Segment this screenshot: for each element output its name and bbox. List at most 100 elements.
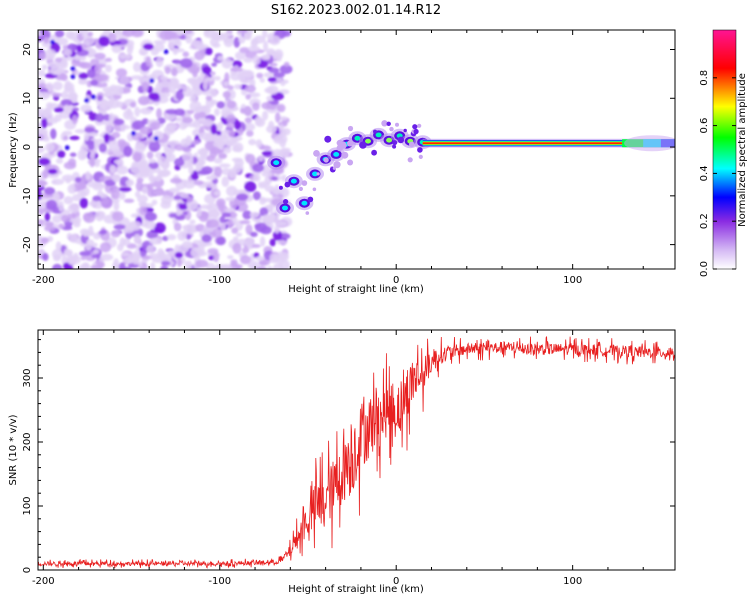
track-core bbox=[273, 160, 280, 166]
noise-blob bbox=[149, 174, 156, 184]
noise-blob bbox=[71, 115, 78, 125]
noise-blob bbox=[247, 45, 261, 52]
spectrogram-marks bbox=[38, 30, 675, 269]
noise-blob bbox=[276, 56, 282, 62]
noise-blob bbox=[138, 165, 151, 173]
noise-blob bbox=[167, 234, 177, 241]
noise-blob bbox=[50, 128, 57, 140]
track-spot bbox=[413, 128, 419, 135]
noise-blob bbox=[112, 211, 124, 222]
noise-blob bbox=[133, 152, 142, 163]
noise-blob bbox=[81, 262, 91, 269]
y-tick-label: 300 bbox=[22, 368, 33, 387]
noise-blob bbox=[219, 215, 226, 224]
noise-blob bbox=[47, 168, 58, 175]
noise-blob bbox=[230, 67, 243, 72]
noise-blob bbox=[202, 66, 212, 75]
noise-blob bbox=[231, 227, 239, 234]
noise-blob bbox=[268, 67, 280, 74]
track-spot bbox=[371, 149, 377, 156]
noise-blob bbox=[43, 36, 50, 44]
noise-blob bbox=[243, 57, 253, 63]
noise-blob bbox=[132, 250, 141, 261]
noise-blob bbox=[91, 94, 96, 100]
noise-blob bbox=[189, 96, 198, 103]
track-spot bbox=[332, 166, 336, 170]
noise-blob bbox=[41, 117, 48, 129]
track-spot bbox=[386, 121, 391, 127]
noise-blob bbox=[58, 223, 65, 230]
noise-blob bbox=[153, 136, 159, 141]
track-spot bbox=[324, 135, 332, 143]
noise-blob bbox=[188, 164, 194, 175]
noise-blob bbox=[258, 183, 267, 189]
noise-blob bbox=[195, 44, 205, 51]
noise-blob bbox=[80, 191, 88, 197]
noise-blob bbox=[39, 52, 46, 60]
noise-blob bbox=[113, 200, 120, 211]
noise-blob bbox=[109, 96, 115, 106]
noise-blob bbox=[69, 233, 78, 243]
noise-blob bbox=[154, 222, 166, 234]
noise-blob bbox=[263, 41, 269, 52]
track-spot bbox=[301, 180, 308, 186]
track-spot bbox=[407, 157, 413, 163]
noise-blob bbox=[184, 260, 193, 269]
noise-blob bbox=[226, 122, 237, 129]
noise-blob bbox=[74, 177, 82, 183]
noise-blob bbox=[271, 176, 278, 181]
noise-blob bbox=[148, 141, 161, 152]
noise-blob bbox=[259, 236, 266, 247]
noise-blob bbox=[182, 85, 192, 97]
noise-blob bbox=[281, 30, 291, 37]
noise-blob bbox=[161, 260, 171, 266]
track-spot bbox=[323, 157, 329, 163]
noise-blob bbox=[109, 164, 116, 174]
noise-blob bbox=[93, 232, 101, 240]
noise-blob bbox=[173, 59, 182, 64]
noise-blob bbox=[189, 219, 196, 225]
noise-blob bbox=[117, 243, 124, 252]
noise-blob bbox=[100, 99, 110, 110]
noise-blob bbox=[210, 124, 217, 135]
noise-blob bbox=[215, 130, 222, 137]
y-tick-label: 200 bbox=[22, 432, 33, 451]
noise-blob bbox=[215, 236, 226, 246]
noise-blob bbox=[251, 244, 261, 248]
noise-blob bbox=[149, 253, 162, 259]
noise-blob bbox=[226, 100, 237, 109]
noise-blob bbox=[174, 214, 186, 221]
noise-blob bbox=[195, 223, 206, 232]
noise-blob bbox=[38, 201, 47, 210]
noise-blob bbox=[255, 139, 263, 148]
noise-blob bbox=[142, 81, 149, 92]
noise-blob bbox=[232, 242, 242, 254]
noise-blob bbox=[168, 82, 177, 94]
noise-blob bbox=[95, 81, 108, 88]
noise-blob bbox=[38, 35, 44, 43]
noise-blob bbox=[79, 197, 89, 209]
noise-blob bbox=[111, 131, 121, 139]
track-spot bbox=[284, 181, 291, 188]
noise-blob bbox=[183, 30, 193, 34]
noise-blob bbox=[228, 129, 236, 137]
noise-blob bbox=[166, 153, 176, 162]
noise-blob bbox=[213, 166, 223, 177]
noise-blob bbox=[162, 235, 169, 241]
noise-blob bbox=[172, 79, 180, 85]
noise-blob bbox=[38, 69, 46, 77]
x-tick-label: -200 bbox=[32, 576, 55, 587]
noise-blob bbox=[89, 152, 96, 160]
noise-blob bbox=[173, 195, 182, 200]
noise-blob bbox=[243, 105, 252, 117]
spectrogram-y-axis-label: Frequency (Hz) bbox=[8, 112, 19, 188]
noise-blob bbox=[87, 68, 96, 79]
noise-blob bbox=[239, 220, 251, 225]
track-core bbox=[282, 205, 288, 211]
noise-blob bbox=[233, 236, 239, 242]
noise-blob bbox=[221, 58, 233, 69]
noise-blob bbox=[131, 131, 136, 136]
noise-blob bbox=[269, 238, 276, 247]
track-spot bbox=[316, 172, 320, 176]
